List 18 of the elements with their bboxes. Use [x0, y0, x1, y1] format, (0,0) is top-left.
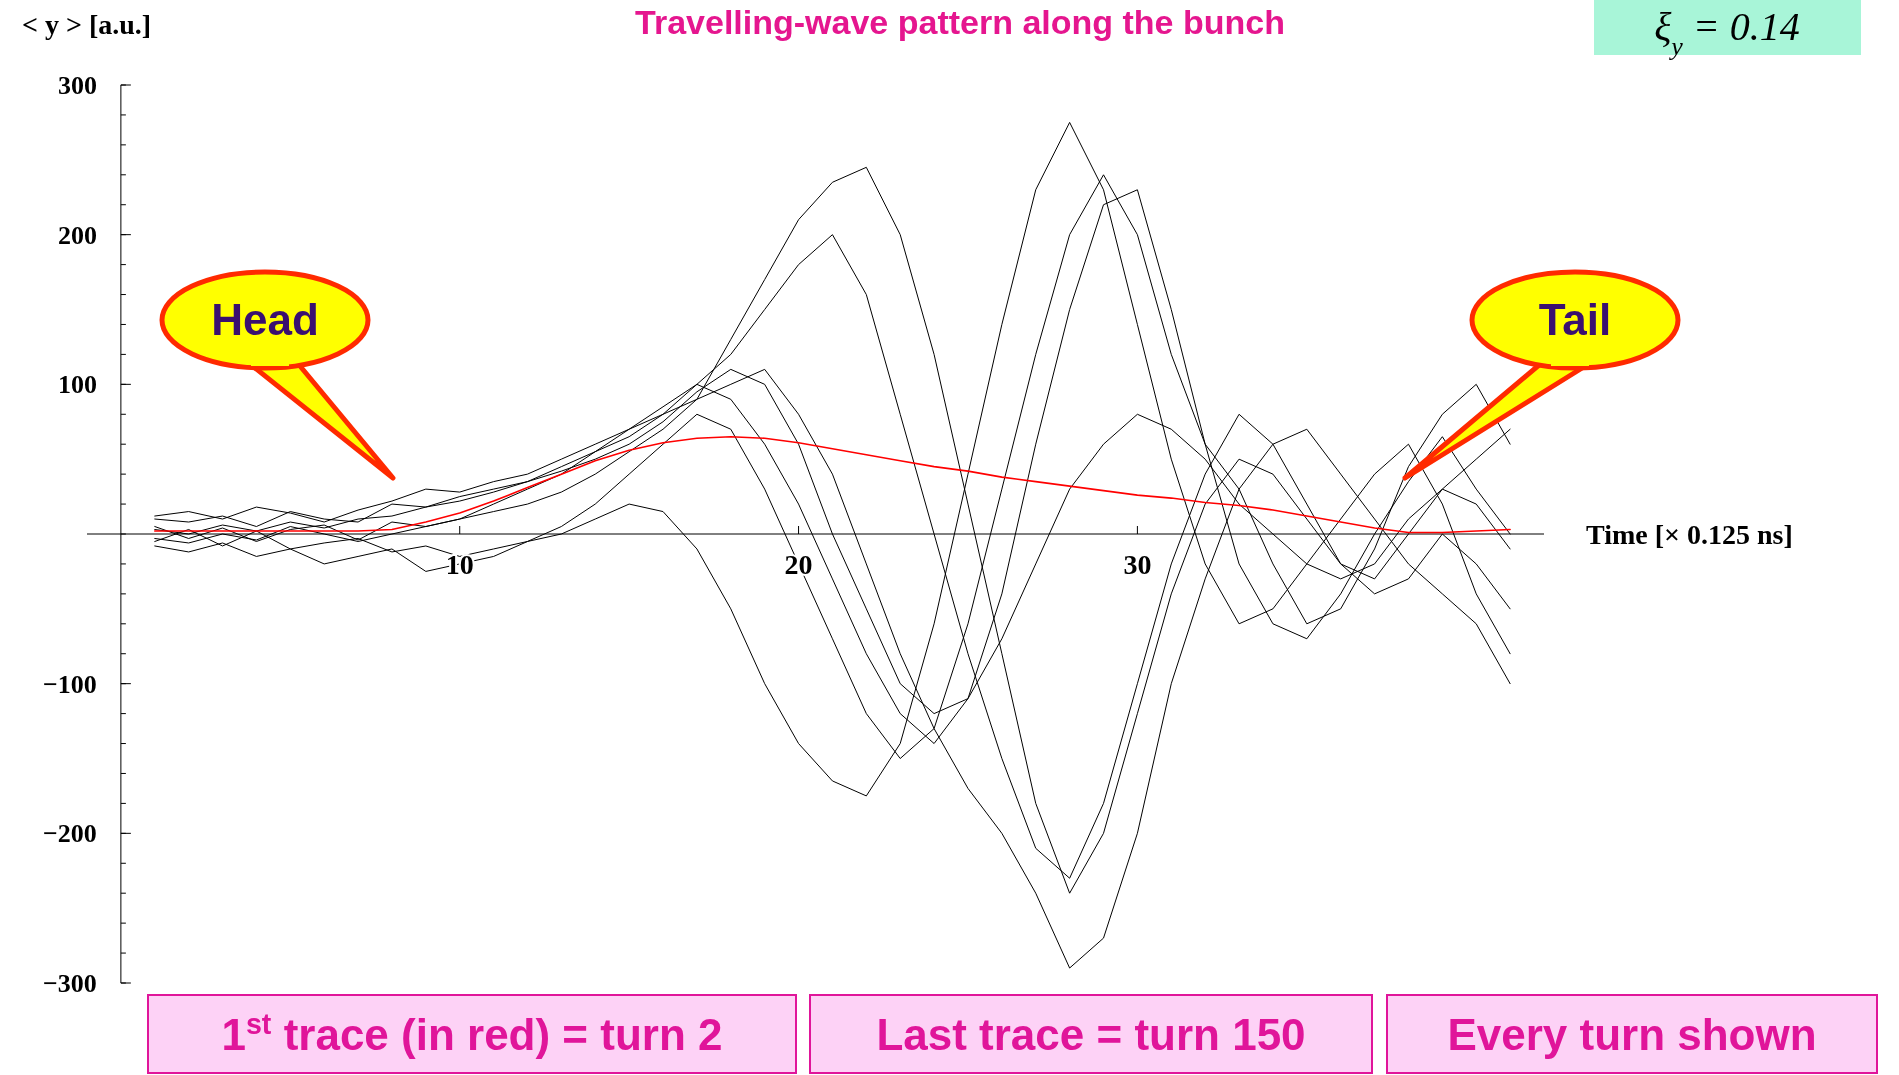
annotation: Tail [1538, 295, 1612, 345]
text: Every turn shown [1447, 1010, 1817, 1059]
y-axis-title: < y > [a.u.] [22, 9, 152, 40]
text: Last trace = turn 150 [876, 1010, 1306, 1059]
text: ξ$_{y}$ = 0.14 [1654, 4, 1800, 61]
x-tick-label: 20 [784, 549, 813, 580]
x-tick-label: 30 [1123, 549, 1152, 580]
y-tick-label: −300 [43, 969, 97, 999]
x-axis-title: Time [× 0.125 ns] [1586, 518, 1793, 550]
y-tick-label: 200 [57, 220, 97, 250]
y-tick-label: −100 [43, 669, 97, 699]
annotation: Head [211, 295, 319, 345]
y-tick-label: 300 [57, 71, 97, 101]
line-series [153, 435, 1511, 534]
y-tick-label: 100 [57, 370, 97, 400]
y-tick-label: −200 [43, 819, 97, 849]
chart-title: Travelling-wave pattern along the bunch [635, 3, 1285, 41]
text: 1$^{st}$ trace (in red) = turn 2 [221, 1008, 723, 1059]
